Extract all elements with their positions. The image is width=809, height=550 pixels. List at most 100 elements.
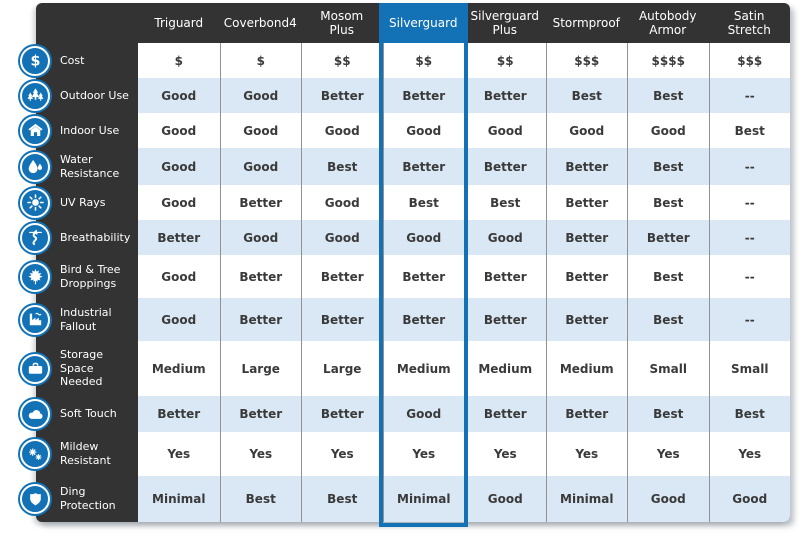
row-label: Mildew Resistant	[60, 440, 111, 467]
column-header-silverguard[interactable]: Silverguard	[382, 3, 464, 43]
table-row-ding-protection: Ding Protection Minimal Best Best Minimal Goo…	[20, 476, 790, 522]
table-cell: Good	[301, 185, 383, 220]
table-cell: Better	[301, 78, 383, 113]
table-cell: Good	[138, 148, 220, 185]
table-cell: Best	[708, 113, 790, 148]
row-label-cell: Mildew Resistant	[20, 432, 138, 476]
suitcase-icon	[20, 353, 50, 384]
table-cell: Best	[464, 185, 546, 220]
table-cell: Medium	[382, 341, 464, 396]
header-spacer	[36, 3, 138, 43]
sun-icon	[20, 187, 50, 218]
column-header-triguard[interactable]: Triguard	[154, 15, 204, 30]
row-label-cell: $ Cost	[20, 43, 138, 78]
row-label: Water Resistance	[60, 152, 120, 180]
row-label: Bird & Tree Droppings	[60, 262, 121, 290]
table-cell: Better	[382, 148, 464, 185]
table-cell: Good	[138, 255, 220, 298]
row-label: UV Rays	[60, 195, 106, 209]
table-cell: Small	[627, 341, 709, 396]
table-cell: Good	[138, 78, 220, 113]
table-cell: Good	[382, 220, 464, 255]
table-cell: --	[708, 220, 790, 255]
table-cell: Good	[219, 148, 301, 185]
table-cell: Better	[464, 78, 546, 113]
column-header-mosom-plus[interactable]: Mosom Plus	[320, 8, 364, 37]
table-cell: Yes	[219, 432, 301, 476]
table-cell: Small	[708, 341, 790, 396]
table-cell: $$	[382, 43, 464, 78]
table-cell: $$	[301, 43, 383, 78]
row-label: Outdoor Use	[60, 88, 129, 102]
spores-icon	[20, 439, 50, 469]
row-label: Cost	[60, 53, 85, 67]
table-cell: Good	[627, 476, 709, 522]
table-row-breathability: Breathability Better Good Good Good Good Bette…	[20, 220, 790, 255]
table-cell: Yes	[708, 432, 790, 476]
table-cell: Better	[545, 148, 627, 185]
table-cell: $$$	[708, 43, 790, 78]
row-label: Ding Protection	[60, 485, 116, 512]
column-header-autobody-armor[interactable]: Autobody Armor	[638, 8, 697, 37]
table-cell: Better	[382, 298, 464, 341]
table-cell: Better	[545, 220, 627, 255]
table-row-soft-touch: Soft Touch Better Better Better Good Better Be…	[20, 396, 790, 432]
table-cell: Best	[301, 148, 383, 185]
table-cell: Good	[464, 476, 546, 522]
column-header-stormproof[interactable]: Stormproof	[552, 15, 620, 30]
table-cell: Yes	[301, 432, 383, 476]
column-header-silverguard-plus[interactable]: Silverguard Plus	[470, 8, 539, 37]
row-label-cell: Storage Space Needed	[20, 341, 138, 396]
table-cell: Minimal	[138, 476, 220, 522]
row-label-cell: Ding Protection	[20, 476, 138, 522]
table-cell: Good	[382, 396, 464, 432]
table-cell: Good	[627, 113, 709, 148]
table-row-uv-rays: UV Rays Good Better Good Best Best Better Best -…	[20, 185, 790, 220]
table-cell: Good	[138, 113, 220, 148]
table-cell: Best	[708, 396, 790, 432]
table-row-outdoor-use: Outdoor Use Good Good Better Better Better Bes…	[20, 78, 790, 113]
table-cell: Yes	[627, 432, 709, 476]
column-header-coverbond4[interactable]: Coverbond4	[223, 15, 297, 30]
table-cell: Better	[464, 148, 546, 185]
row-label-cell: Industrial Fallout	[20, 298, 138, 341]
table-cell: Good	[545, 113, 627, 148]
table-cell: Better	[627, 220, 709, 255]
table-row-indoor-use: Indoor Use Good Good Good Good Good Good Good Be…	[20, 113, 790, 148]
table-cell: Medium	[138, 341, 220, 396]
table-cell: $	[219, 43, 301, 78]
shield-icon	[20, 484, 50, 514]
table-cell: Good	[219, 220, 301, 255]
column-header-satin-stretch[interactable]: Satin Stretch	[727, 8, 771, 37]
table-cell: $$	[464, 43, 546, 78]
table-cell: Best	[627, 298, 709, 341]
table-cell: Better	[219, 396, 301, 432]
table-cell: Yes	[545, 432, 627, 476]
table-cell: Best	[627, 148, 709, 185]
table-cell: Better	[545, 396, 627, 432]
table-row-mildew-resistant: Mildew Resistant Yes Yes Yes Yes Yes Yes Yes Yes	[20, 432, 790, 476]
table-cell: Better	[382, 78, 464, 113]
water-drops-icon	[20, 151, 50, 182]
table-row-storage-space-needed: Storage Space Needed Medium Large Large Medi…	[20, 341, 790, 396]
table-cell: Good	[464, 220, 546, 255]
table-cell: Medium	[545, 341, 627, 396]
table-cell: Better	[464, 298, 546, 341]
table-cell: Good	[708, 476, 790, 522]
table-body: $ Cost $ $ $$ $$ $$ $$$ $$$$ $$$ Outdoor Use Good Go…	[20, 43, 790, 522]
factory-icon	[20, 304, 50, 335]
table-cell: Minimal	[545, 476, 627, 522]
maple-leaf-icon	[20, 261, 50, 292]
table-cell: --	[708, 298, 790, 341]
table-cell: Best	[627, 185, 709, 220]
trees-icon	[20, 80, 50, 111]
row-label-cell: Soft Touch	[20, 396, 138, 432]
row-label-cell: Outdoor Use	[20, 78, 138, 113]
table-cell: --	[708, 78, 790, 113]
table-cell: Good	[138, 298, 220, 341]
table-cell: Best	[627, 396, 709, 432]
table-cell: --	[708, 255, 790, 298]
table-cell: Best	[627, 78, 709, 113]
table-cell: $$$$	[627, 43, 709, 78]
